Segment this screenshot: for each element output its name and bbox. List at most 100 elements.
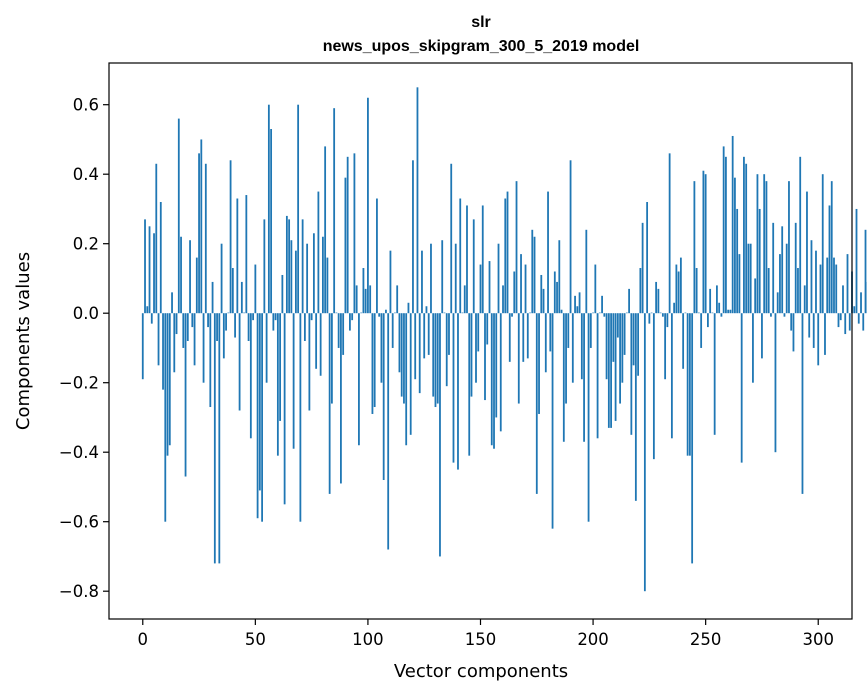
bar [716,285,718,314]
bar [560,309,563,314]
bar [371,313,374,414]
bar [430,243,432,314]
bar [531,229,534,314]
bar [594,264,597,314]
bar [821,174,824,314]
bar [258,313,261,491]
y-tick-label: −0.2 [59,374,99,393]
bar [353,153,356,314]
bar [279,313,282,421]
bar [297,104,300,314]
bar [484,313,486,401]
bar [569,160,572,314]
bar [198,153,200,314]
y-tick-label: 0.2 [73,235,99,254]
bar [301,219,304,314]
bar [254,264,257,314]
bar [389,250,392,314]
bar [319,313,322,376]
bar [213,313,216,564]
bar [312,233,315,314]
bar [418,313,421,394]
bar [815,250,817,314]
bar [249,313,252,439]
bar [502,285,504,314]
bar [405,313,408,446]
bar [294,250,297,314]
bar [457,313,459,470]
bar [459,198,462,314]
bar [245,195,248,314]
bar [146,306,149,314]
bar [686,313,689,456]
bar [225,313,227,331]
bar [587,313,590,522]
bar [562,313,565,442]
bar [556,281,558,314]
bar [414,313,417,380]
bar [247,313,250,341]
bar [695,268,698,314]
bar [351,313,354,321]
bar [806,191,808,314]
bar [306,243,309,314]
bar [596,313,599,439]
bar [333,108,336,314]
bar [362,268,365,314]
bar [324,146,327,314]
bar [209,313,212,408]
bar [416,87,419,314]
bar [511,313,513,317]
bar [479,264,482,314]
bar [666,313,669,328]
bar [702,170,705,314]
bar [236,198,239,314]
bar [380,313,383,383]
bar [292,313,295,449]
bar [707,313,709,328]
bar [340,313,342,484]
bar [285,215,288,314]
bar [360,312,363,314]
bar [803,285,806,314]
bar [731,135,734,314]
bar [481,205,484,314]
bar [639,268,642,314]
bar [463,285,466,314]
y-tick-label: 0.4 [73,165,99,184]
y-tick-label: 0.6 [73,96,99,115]
bar [574,295,576,314]
y-tick-label: 0.0 [73,304,99,323]
bar [310,313,313,321]
bar [621,313,624,383]
bar [290,240,293,314]
bar [808,313,811,338]
bar [844,313,847,335]
bar [709,288,712,314]
bar [828,205,831,314]
bar [698,312,700,314]
x-tick-label: 150 [465,630,497,649]
bar [475,313,477,383]
bar [177,118,180,314]
bar [367,97,369,314]
bar [862,313,865,331]
bar [441,240,444,314]
bar [718,302,721,314]
bar [477,313,480,352]
x-tick-label: 50 [245,630,266,649]
bar [810,240,813,314]
bar [785,243,788,314]
bar [761,313,763,359]
bar [740,313,743,463]
bar [790,313,793,331]
bar [238,313,241,411]
bar [682,313,685,369]
bar [826,257,829,314]
bar [772,222,775,314]
bar [727,309,730,314]
bar [171,292,173,314]
bar [439,313,441,557]
bar [864,229,867,314]
